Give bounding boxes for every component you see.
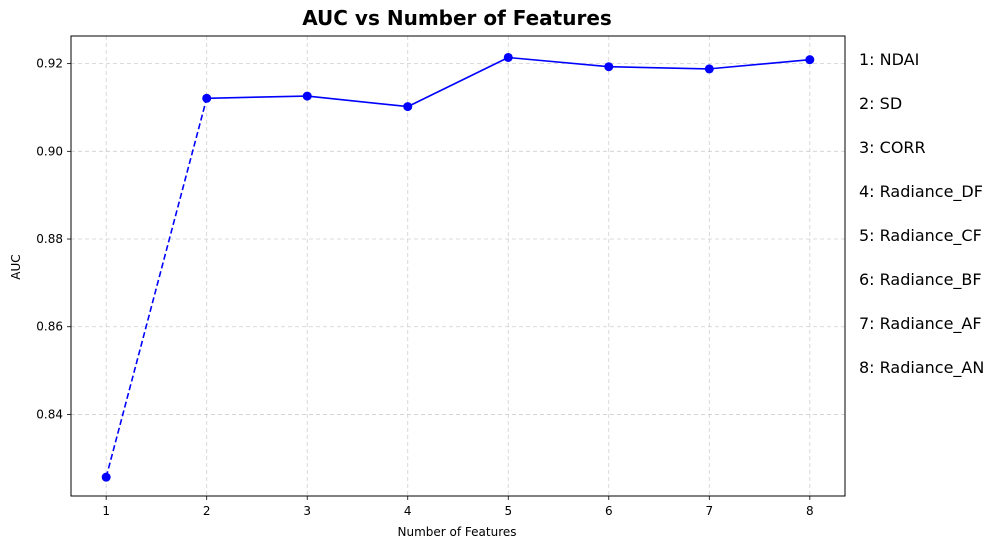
feature-legend-item: 8: Radiance_AN	[859, 358, 984, 378]
series-segment	[206, 95, 308, 100]
y-tick-label: 0.84	[36, 407, 63, 421]
data-point	[704, 64, 714, 74]
series-segment	[508, 56, 609, 68]
feature-legend-item: 3: CORR	[859, 138, 926, 157]
series-segment	[307, 95, 408, 108]
data-point	[604, 62, 614, 72]
y-tick-label: 0.88	[36, 232, 63, 246]
feature-legend-item: 2: SD	[859, 94, 902, 113]
axis-ticks: 1 2 3 4 5 6 7 8 0.84 0.86 0.88 0.90 0.92	[36, 57, 813, 518]
x-tick-label: 5	[504, 504, 512, 518]
feature-legend-item: 5: Radiance_CF	[859, 226, 982, 246]
data-point	[302, 91, 312, 101]
x-tick-label: 6	[605, 504, 613, 518]
series-segment	[407, 56, 509, 108]
x-tick-label: 7	[705, 504, 713, 518]
x-tick-label: 8	[806, 504, 814, 518]
y-tick-label: 0.92	[36, 57, 63, 71]
data-point	[805, 55, 815, 65]
data-point	[503, 52, 513, 62]
data-point	[202, 93, 212, 103]
feature-legend-item: 4: Radiance_DF	[859, 182, 983, 202]
plot-frame	[70, 35, 846, 497]
x-axis-label: Number of Features	[398, 525, 517, 539]
feature-legend-item: 7: Radiance_AF	[859, 314, 982, 334]
series-segment	[709, 58, 810, 70]
data-point	[101, 472, 111, 482]
series-segment-dashed	[105, 98, 208, 478]
x-tick-label: 1	[102, 504, 110, 518]
series-segment	[608, 65, 710, 70]
feature-legend-item: 1: NDAI	[859, 50, 919, 69]
x-tick-label: 4	[404, 504, 412, 518]
data-point	[403, 102, 413, 112]
y-tick-label: 0.86	[36, 320, 63, 334]
series-layer	[101, 52, 815, 482]
feature-legend: 1: NDAI 2: SD 3: CORR 4: Radiance_DF 5: Radi…	[859, 50, 984, 378]
feature-legend-item: 6: Radiance_BF	[859, 270, 982, 290]
x-tick-label: 3	[303, 504, 311, 518]
y-tick-label: 0.90	[36, 144, 63, 158]
x-tick-label: 2	[203, 504, 211, 518]
chart-title: AUC vs Number of Features	[302, 6, 612, 30]
y-axis-label: AUC	[9, 254, 23, 279]
grid-lines	[71, 36, 845, 496]
